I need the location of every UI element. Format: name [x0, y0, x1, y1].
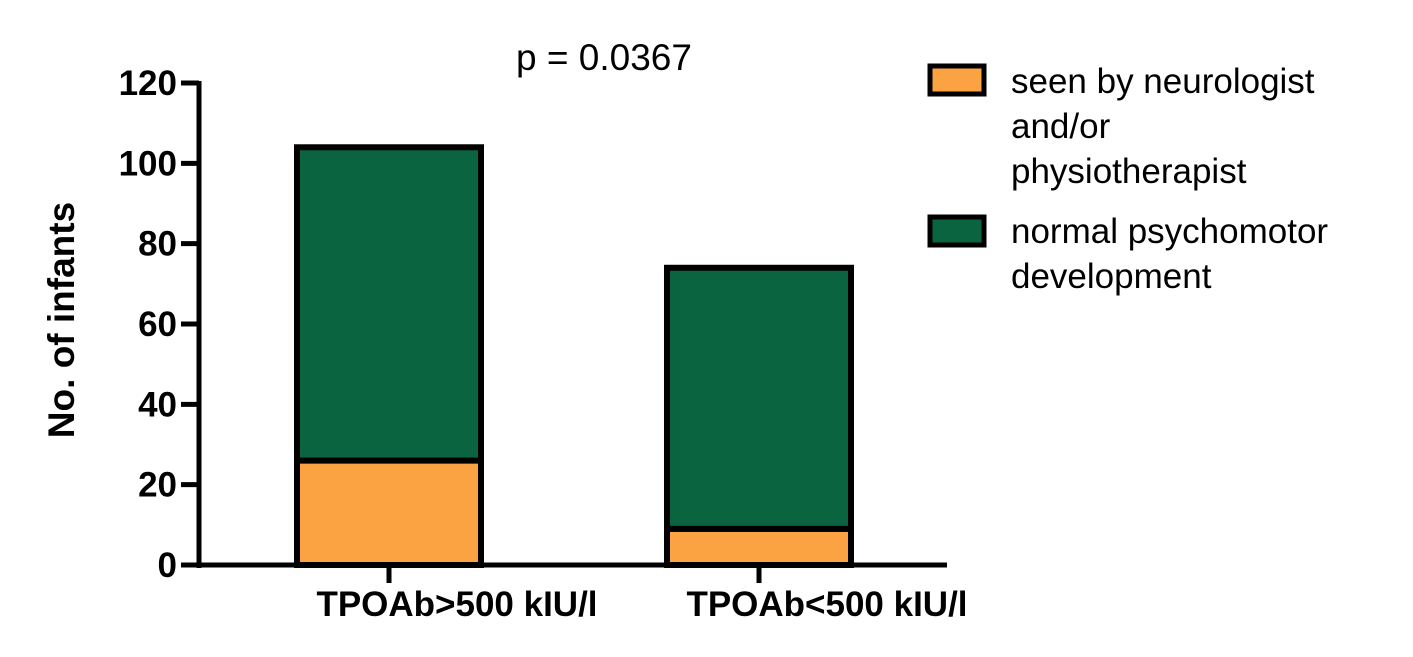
x-tick-label: TPOAb<500 kIU/l — [686, 585, 967, 624]
axes-group: 0 20 40 60 80 100 120 TPOAb>500 kIU/l TPOAb<500 … — [119, 64, 968, 624]
y-tick-label: 60 — [138, 305, 177, 344]
legend-label-line: seen by neurologist — [1011, 62, 1315, 101]
y-tick-label: 120 — [119, 64, 177, 103]
bar-segment-2-series-2 — [664, 264, 854, 532]
legend-label-line: and/or — [1011, 107, 1111, 146]
legend-label-line: development — [1011, 257, 1212, 296]
y-axis-label: No. of infants — [41, 202, 82, 438]
y-tick-label: 40 — [138, 385, 177, 424]
legend-swatch-1 — [927, 63, 987, 97]
legend: seen by neurologist and/or physiotherapist… — [927, 62, 1328, 296]
legend-swatch-2 — [927, 214, 987, 248]
y-tick-label: 20 — [138, 466, 177, 505]
y-tick-label: 0 — [158, 546, 177, 585]
bar-segment-1-series-1 — [294, 457, 484, 569]
legend-label-line: normal psychomotor — [1011, 212, 1328, 251]
x-tick-label: TPOAb>500 kIU/l — [316, 585, 597, 624]
bars-group — [294, 144, 854, 569]
bar-segment-1-series-2 — [294, 144, 484, 464]
y-tick-label: 100 — [119, 144, 177, 183]
y-tick-label: 80 — [138, 225, 177, 264]
legend-label-line: physiotherapist — [1011, 152, 1247, 191]
p-value-title: p = 0.0367 — [516, 37, 692, 78]
bar-segment-2-series-1 — [664, 525, 854, 568]
